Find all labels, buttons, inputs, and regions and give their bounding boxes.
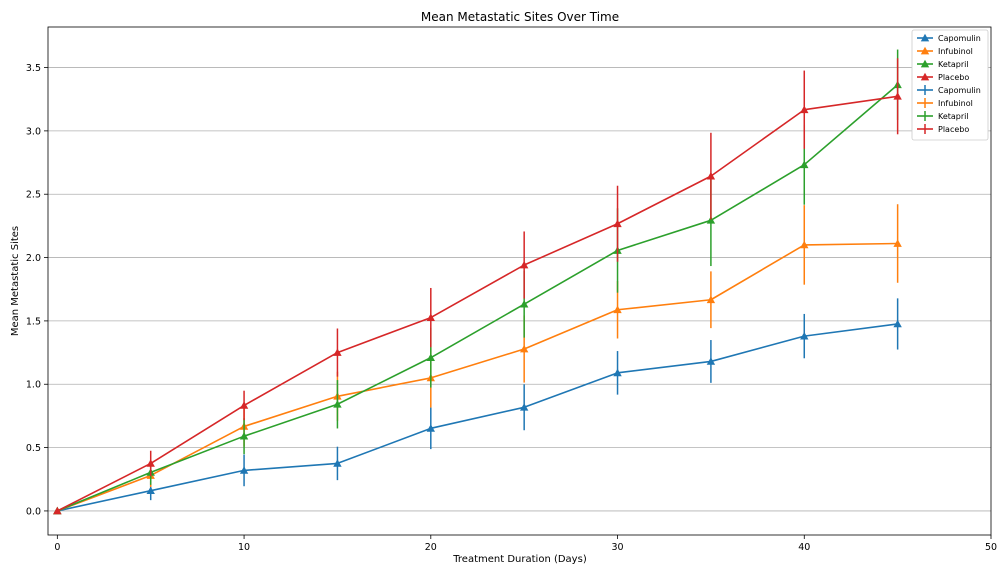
data-point (333, 459, 342, 467)
data-point (53, 506, 62, 515)
chart-title: Mean Metastatic Sites Over Time (421, 10, 619, 24)
series-line (56, 95, 898, 512)
data-point (613, 368, 622, 377)
y-tick-label: 3.5 (26, 63, 41, 74)
data-point (800, 160, 809, 169)
series-capomulin (53, 298, 902, 515)
legend-entry-infubinol: Infubinol (917, 46, 973, 56)
legend-label: Infubinol (938, 47, 973, 56)
legend-label: Ketapril (938, 112, 969, 121)
y-tick-label: 3.0 (26, 126, 41, 137)
legend-marker (920, 33, 930, 42)
legend-label: Capomulin (938, 86, 981, 95)
y-tick-label: 1.5 (26, 316, 41, 327)
data-point (519, 299, 529, 308)
data-point (239, 466, 249, 474)
legend-marker (920, 59, 930, 68)
data-point (706, 295, 716, 304)
plot-frame (47, 26, 992, 536)
series-line (57, 84, 899, 512)
y-tick-label: 0.0 (26, 506, 41, 517)
axes-layer: 0 10 20 30 40 50 0.0 0.5 1.0 1.5 2.0 2.5 3.0 3.5 (26, 26, 997, 553)
legend-label: Placebo (938, 125, 969, 134)
x-tick-label: 40 (798, 542, 810, 553)
x-tick-label: 20 (425, 542, 437, 553)
legend-entry-ketapril: Ketapril (917, 59, 969, 69)
data-point (800, 105, 809, 114)
y-tick-label: 2.0 (26, 253, 41, 264)
legend: Capomulin Infubinol Ketapril Placebo Capomul… (911, 29, 989, 141)
data-point (426, 424, 436, 432)
data-point (519, 260, 529, 269)
data-point (239, 431, 249, 440)
grid-layer (48, 67, 991, 512)
data-point (333, 348, 342, 356)
legend-marker (920, 46, 930, 55)
series-line (57, 242, 898, 512)
x-axis-label: Treatment Duration (Days) (452, 554, 587, 565)
y-tick-label: 2.5 (26, 190, 41, 201)
legend-marker (920, 72, 930, 81)
data-point (893, 319, 902, 328)
series-infubinol (53, 204, 902, 515)
legend-entry-capomulin: Capomulin (917, 33, 981, 43)
data-point (333, 400, 342, 408)
series-line (57, 323, 898, 512)
data-point (146, 459, 155, 467)
legend-entry-infubinol: Infubinol (917, 98, 973, 108)
data-point (706, 357, 716, 365)
y-tick-label: 0.5 (26, 443, 41, 454)
y-axis-label: Mean Metastatic Sites (10, 226, 21, 336)
y-tick-label: 1.0 (26, 380, 41, 391)
series-placebo (53, 58, 902, 515)
x-tick-label: 50 (985, 542, 997, 553)
data-point (426, 313, 436, 321)
legend-box (911, 29, 989, 141)
legend-label: Infubinol (938, 99, 973, 108)
legend-entry-ketapril: Ketapril (917, 111, 969, 121)
data-point (519, 403, 529, 411)
series-layer (53, 49, 902, 515)
data-point (893, 92, 902, 100)
legend-entry-placebo: Placebo (917, 72, 969, 82)
legend-entry-capomulin: Capomulin (917, 85, 981, 95)
data-point (239, 401, 249, 409)
x-tick-label: 0 (54, 542, 60, 553)
data-point (893, 239, 902, 247)
data-point (426, 353, 436, 362)
legend-entry-placebo: Placebo (917, 124, 969, 134)
data-point (800, 240, 809, 249)
legend-label: Capomulin (938, 34, 981, 43)
data-point (613, 305, 622, 314)
data-point (800, 331, 809, 340)
data-point (519, 344, 529, 353)
data-point (706, 171, 716, 180)
x-tick-label: 30 (611, 542, 623, 553)
legend-label: Placebo (938, 73, 969, 82)
data-point (146, 486, 155, 495)
legend-label: Ketapril (938, 60, 969, 69)
x-tick-label: 10 (238, 542, 250, 553)
data-point (613, 219, 622, 228)
data-point (706, 216, 716, 224)
